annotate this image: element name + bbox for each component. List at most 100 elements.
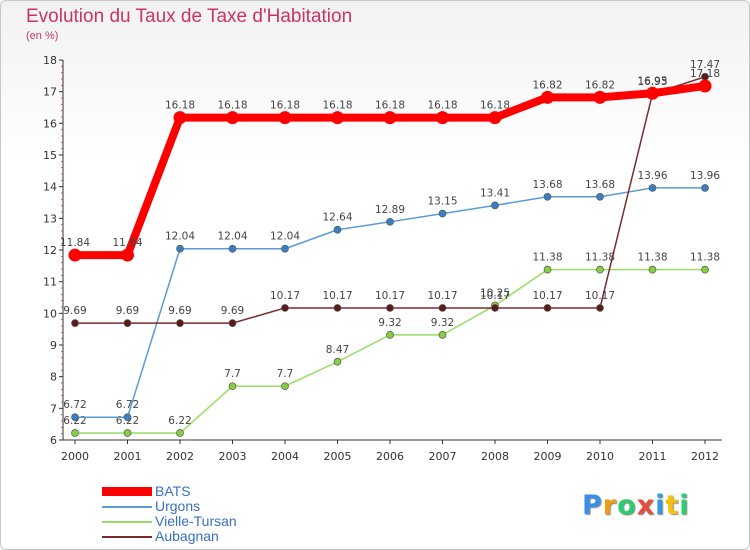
logo-letter: o <box>617 490 637 521</box>
data-label-aubagnan: 10.17 <box>427 290 457 302</box>
proxiti-logo: Proxiti <box>582 490 690 521</box>
data-point-bats <box>383 111 397 125</box>
data-label-bats: 16.95 <box>637 75 667 87</box>
data-label-bats: 16.18 <box>480 100 510 112</box>
data-point-urgons <box>71 413 79 422</box>
data-label-bats: 11.84 <box>60 237 90 249</box>
data-label-urgons: 12.89 <box>375 204 405 216</box>
data-point-bats <box>331 111 344 125</box>
data-label-aubagnan: 16.93 <box>637 76 667 88</box>
data-point-urgons <box>228 244 237 253</box>
data-point-urgons <box>596 192 604 201</box>
data-label-urgons: 13.68 <box>585 179 615 191</box>
data-label-aubagnan: 10.17 <box>270 290 300 302</box>
data-point-bats <box>541 90 554 104</box>
data-label-aubagnan: 9.69 <box>116 305 139 317</box>
data-label-vielle-tursan: 8.47 <box>326 344 349 356</box>
legend-label-urgons: Urgons <box>155 498 201 514</box>
data-point-vielle-tursan <box>438 331 447 339</box>
data-point-vielle-tursan <box>701 265 709 274</box>
data-label-urgons: 13.96 <box>637 170 667 182</box>
data-point-aubagnan <box>228 319 237 327</box>
y-tick-label: 14 <box>43 181 57 194</box>
y-tick-label: 11 <box>43 276 57 289</box>
data-label-bats: 16.82 <box>585 79 615 91</box>
data-label-bats: 16.18 <box>165 100 195 112</box>
x-tick-label: 2008 <box>481 450 509 463</box>
data-point-bats <box>488 111 502 125</box>
data-point-vielle-tursan <box>333 357 342 366</box>
y-tick-label: 10 <box>43 307 57 320</box>
data-point-vielle-tursan <box>543 265 552 274</box>
data-label-vielle-tursan: 9.32 <box>378 317 401 329</box>
legend-swatch-bats <box>102 487 152 496</box>
data-point-bats <box>278 111 292 125</box>
y-tick-label: 13 <box>43 212 57 225</box>
data-point-urgons <box>333 225 342 234</box>
data-label-urgons: 12.64 <box>322 212 352 224</box>
legend-swatch-vielle-tursan <box>102 521 152 523</box>
legend-swatch-aubagnan <box>102 536 152 538</box>
x-tick-label: 2002 <box>166 450 194 463</box>
data-point-urgons <box>281 244 289 253</box>
data-label-bats: 16.18 <box>322 100 352 112</box>
y-tick-label: 12 <box>43 244 57 257</box>
y-tick-label: 7 <box>50 402 57 415</box>
x-tick-label: 2004 <box>271 450 299 463</box>
data-label-urgons: 13.41 <box>480 187 510 199</box>
data-label-urgons: 13.68 <box>532 179 562 191</box>
x-tick-label: 2001 <box>114 450 142 463</box>
data-point-urgons <box>176 244 184 253</box>
logo-letter: i <box>679 490 690 521</box>
data-label-aubagnan: 9.69 <box>221 305 244 317</box>
legend-label-bats: BATS <box>155 483 191 499</box>
chart-title: Evolution du Taux de Taxe d'Habitation <box>26 6 353 27</box>
data-label-urgons: 12.04 <box>270 231 300 243</box>
data-point-bats <box>593 90 607 104</box>
legend-swatch-urgons <box>102 506 152 508</box>
y-tick-label: 17 <box>43 86 57 99</box>
data-point-vielle-tursan <box>176 429 184 437</box>
legend-label-aubagnan: Aubagnan <box>155 528 219 544</box>
data-point-aubagnan <box>596 304 604 312</box>
data-point-bats <box>68 248 82 262</box>
data-point-aubagnan <box>281 304 289 312</box>
data-label-vielle-tursan: 6.22 <box>168 415 191 427</box>
data-point-aubagnan <box>386 304 394 312</box>
data-point-aubagnan <box>71 319 79 327</box>
x-tick-label: 2010 <box>586 450 614 463</box>
data-point-urgons <box>386 217 394 226</box>
data-point-bats <box>698 79 712 93</box>
data-point-vielle-tursan <box>596 265 604 274</box>
x-tick-label: 2003 <box>219 450 247 463</box>
data-point-urgons <box>491 201 499 210</box>
data-point-bats <box>646 86 659 100</box>
data-label-aubagnan: 10.17 <box>480 290 510 302</box>
x-tick-label: 2012 <box>691 450 719 463</box>
logo-letter: i <box>655 490 666 521</box>
data-label-urgons: 6.72 <box>63 399 86 411</box>
data-point-urgons <box>543 192 552 201</box>
data-point-bats <box>226 111 239 125</box>
data-label-bats: 16.18 <box>375 100 405 112</box>
data-point-vielle-tursan <box>123 429 132 437</box>
logo-letter: r <box>602 490 618 521</box>
data-point-urgons <box>123 413 132 422</box>
chart-subtitle: (en %) <box>26 30 59 42</box>
data-label-urgons: 13.96 <box>690 170 720 182</box>
data-label-vielle-tursan: 11.38 <box>690 252 720 264</box>
data-label-vielle-tursan: 10.25 <box>480 287 510 299</box>
data-label-aubagnan: 17.47 <box>690 59 720 71</box>
data-point-aubagnan <box>491 304 499 312</box>
data-label-bats: 11.84 <box>112 237 142 249</box>
data-label-urgons: 12.04 <box>165 231 195 243</box>
data-point-vielle-tursan <box>386 331 394 339</box>
data-point-urgons <box>648 184 657 192</box>
data-point-aubagnan <box>438 304 447 312</box>
data-point-bats <box>121 248 134 262</box>
y-tick-label: 15 <box>43 149 57 162</box>
x-tick-label: 2005 <box>324 450 352 463</box>
data-label-vielle-tursan: 9.32 <box>431 317 454 329</box>
y-tick-label: 16 <box>43 117 57 130</box>
